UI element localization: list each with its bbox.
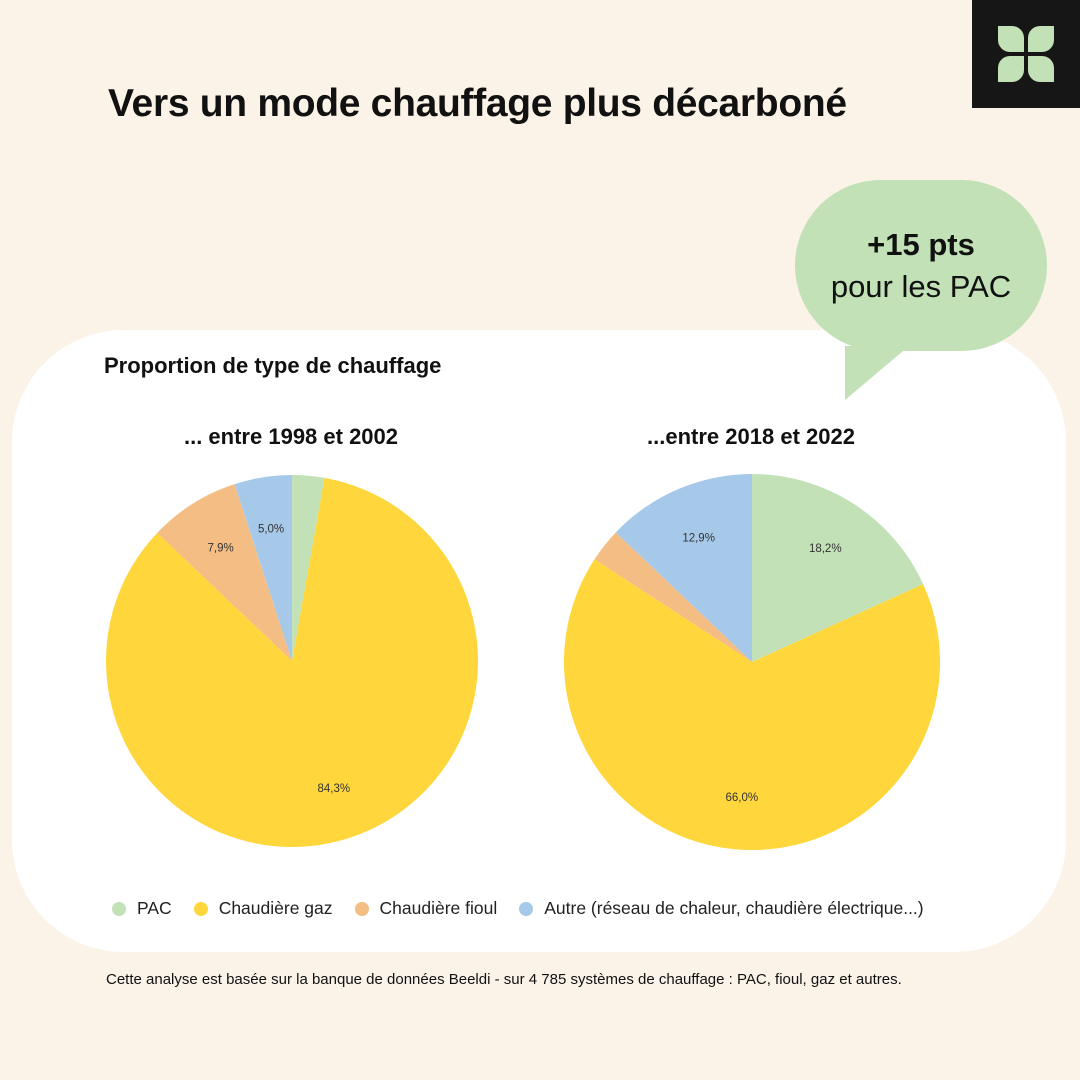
legend-item-autre: Autre (réseau de chaleur, chaudière élec… [519,898,924,919]
footnote: Cette analyse est basée sur la banque de… [106,971,902,988]
pie-slice-autre-1998-2002 [234,475,292,661]
pie-slice-chaudiere-gaz-2018-2022 [564,559,940,850]
legend-label-chaudiere-fioul: Chaudière fioul [379,898,498,918]
logo-block [972,0,1080,108]
pie-subtitle-2018-2022: ...entre 2018 et 2022 [647,424,855,449]
legend-label-chaudiere-gaz: Chaudière gaz [218,898,333,918]
callout-highlight: +15 pts [867,226,975,262]
pie-slice-autre-2018-2022 [615,474,752,662]
legend-dot-chaudiere-fioul [354,901,369,916]
pie-slice-chaudiere-gaz-1998-2002 [106,477,478,847]
slice-label-chaudiere-gaz-1998-2002: 84,3% [317,783,350,795]
pie-chart-2018-2022: 18,2% 66,0% 12,9% [564,474,940,850]
legend-dot-pac [112,901,126,916]
slice-label-chaudiere-fioul-1998-2002: 7,9% [207,543,233,555]
pie-slice-chaudiere-fioul-2018-2022 [594,532,752,662]
legend-dot-chaudiere-gaz [193,901,208,916]
legend-label-pac: PAC [137,898,172,918]
pie-slice-chaudiere-fioul-1998-2002 [157,484,292,661]
slice-label-chaudiere-gaz-2018-2022: 66,0% [725,792,758,804]
pie-slice-pac-1998-2002 [292,475,325,661]
slice-label-autre-2018-2022: 12,9% [682,533,715,545]
pie-subtitle-1998-2002: ... entre 1998 et 2002 [183,424,399,449]
slice-label-autre-1998-2002: 5,0% [258,524,284,536]
legend-item-pac: PAC [112,898,172,919]
callout-bubble: +15 pts pour les PAC [795,180,1047,351]
page-title: Vers un mode chauffage plus décarboné [108,82,847,125]
slice-label-pac-2018-2022: 18,2% [809,543,842,555]
legend-label-autre: Autre (réseau de chaleur, chaudière élec… [544,898,924,918]
legend-item-chaudiere-gaz: Chaudière gaz [193,898,333,919]
pie-chart-1998-2002: 84,3% 7,9% 5,0% [106,475,478,847]
chart-title: Proportion de type de chauffage [104,353,442,378]
callout-text: pour les PAC [830,268,1012,304]
chart-legend: PAC Chaudière gaz Chaudière fioul Autre … [112,898,946,919]
callout-tail [845,346,909,400]
pie-slice-pac-2018-2022 [752,474,924,662]
legend-item-chaudiere-fioul: Chaudière fioul [354,898,498,919]
four-leaf-logo-icon [998,26,1054,82]
legend-dot-autre [519,901,534,916]
